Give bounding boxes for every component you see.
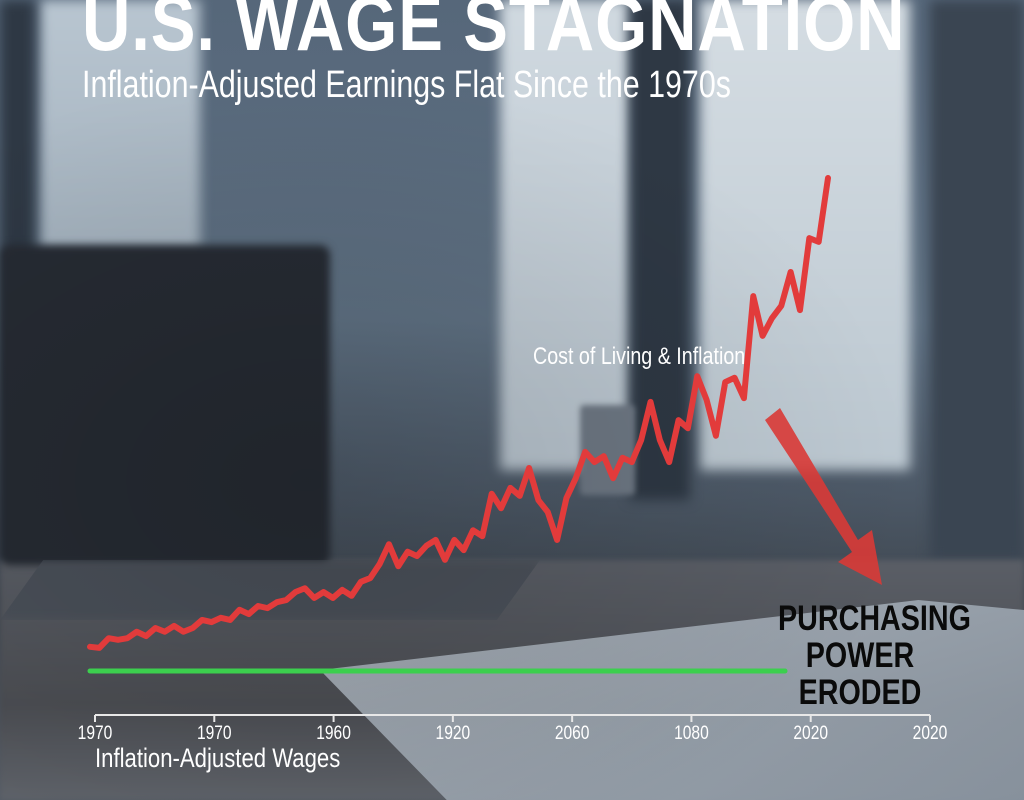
x-tick-label: 1920	[436, 722, 471, 744]
callout-line: POWER	[805, 636, 915, 675]
callout-line: ERODED	[798, 673, 922, 712]
x-tick-label: 2020	[793, 722, 828, 744]
x-tick-label: 1960	[316, 722, 351, 744]
down-arrow-icon	[765, 408, 882, 585]
x-tick-label: 1970	[78, 722, 113, 744]
purchasing-power-callout: PURCHASING POWER ERODED	[778, 599, 971, 712]
chart-subtitle: Inflation-Adjusted Earnings Flat Since t…	[82, 64, 731, 106]
x-axis-label: Inflation-Adjusted Wages	[95, 743, 341, 773]
x-tick-label: 1970	[197, 722, 232, 744]
x-tick-label: 2060	[555, 722, 590, 744]
inflation-series-label: Cost of Living & Inflation	[533, 343, 746, 370]
x-axis: 1970 1970 1960 1920 2060 1080 2020 2020	[78, 714, 948, 744]
inflation-line	[87, 175, 831, 651]
chart-title: U.S. WAGE STAGNATION	[82, 0, 906, 67]
x-tick-label: 1080	[674, 722, 709, 744]
x-tick-label: 2020	[913, 722, 948, 744]
callout-line: PURCHASING	[778, 599, 971, 638]
